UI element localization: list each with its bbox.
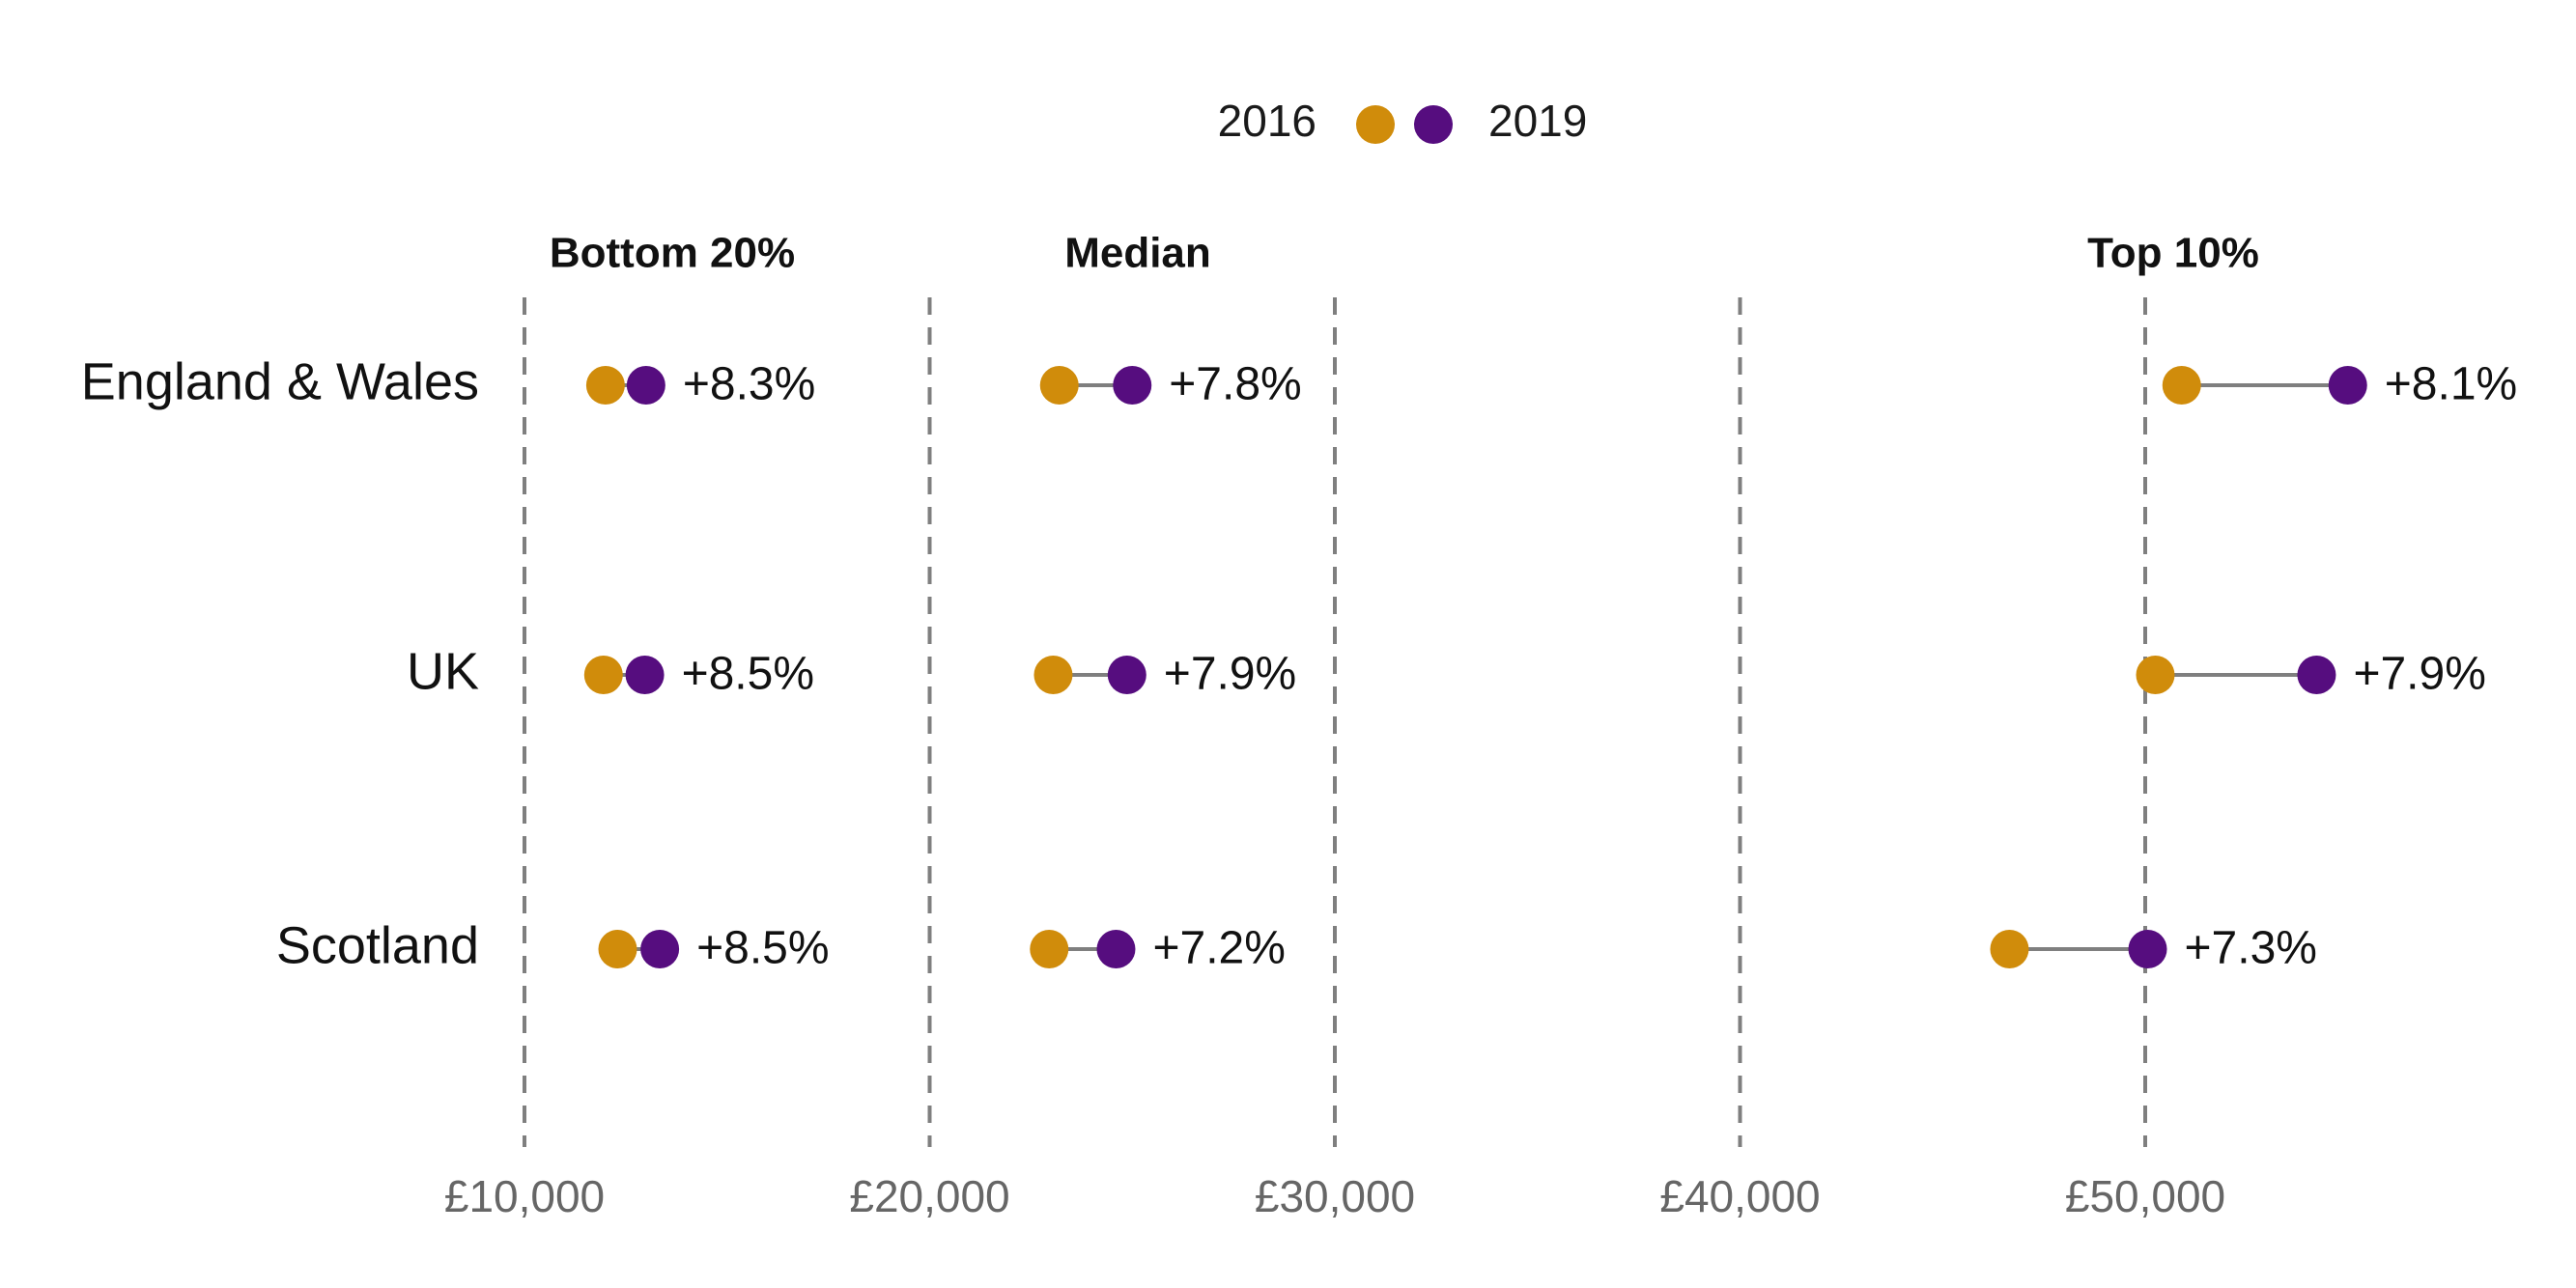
row-label-scotland: Scotland: [276, 916, 479, 974]
point-2016-bottom-20-scotland: [598, 930, 637, 968]
change-label-median-england-wales: +7.8%: [1169, 359, 1301, 410]
change-label-top-10-england-wales: +8.1%: [2385, 359, 2517, 410]
point-2016-bottom-20-uk: [583, 656, 623, 694]
x-tick-label: £10,000: [444, 1171, 605, 1221]
point-2019-bottom-20-england-wales: [626, 366, 665, 405]
x-tick-label: £40,000: [1659, 1171, 1820, 1221]
legend: 2016 2019: [1218, 96, 1588, 146]
point-2019-top-10-scotland: [2128, 930, 2167, 968]
group-titles: Bottom 20% Median Top 10%: [550, 230, 2259, 277]
point-2019-top-10-uk: [2297, 656, 2336, 694]
change-label-median-uk: +7.9%: [1164, 649, 1296, 700]
legend-marker-2016: [1356, 105, 1395, 144]
group-title-top-10: Top 10%: [2087, 230, 2259, 277]
point-2016-median-scotland: [1030, 930, 1069, 968]
legend-marker-2019: [1414, 105, 1453, 144]
point-2016-bottom-20-england-wales: [585, 366, 625, 405]
point-2016-median-uk: [1033, 656, 1073, 694]
point-2019-bottom-20-uk: [625, 656, 665, 694]
group-title-median: Median: [1064, 230, 1211, 277]
x-tick-label: £30,000: [1255, 1171, 1415, 1221]
x-tick-label: £50,000: [2065, 1171, 2225, 1221]
legend-label-2016: 2016: [1218, 96, 1316, 146]
point-2016-top-10-uk: [2136, 656, 2175, 694]
row-label-england-wales: England & Wales: [81, 352, 479, 410]
point-2016-top-10-england-wales: [2162, 366, 2201, 405]
point-2019-median-scotland: [1096, 930, 1136, 968]
category-labels: England & Wales UK Scotland: [81, 352, 479, 974]
group-title-bottom-20: Bottom 20%: [550, 230, 795, 277]
point-2016-median-england-wales: [1039, 366, 1079, 405]
x-axis-ticks: £10,000 £20,000 £30,000 £40,000 £50,000: [444, 1171, 2225, 1221]
x-tick-label: £20,000: [849, 1171, 1009, 1221]
legend-label-2019: 2019: [1488, 96, 1587, 146]
point-2019-median-uk: [1107, 656, 1146, 694]
change-label-bottom-20-scotland: +8.5%: [696, 923, 829, 974]
point-2019-top-10-england-wales: [2328, 366, 2367, 405]
change-label-bottom-20-uk: +8.5%: [682, 649, 814, 700]
gridlines: [523, 297, 2147, 1147]
point-2019-bottom-20-scotland: [640, 930, 680, 968]
change-label-bottom-20-england-wales: +8.3%: [683, 359, 815, 410]
row-label-uk: UK: [407, 642, 479, 700]
change-label-top-10-scotland: +7.3%: [2185, 923, 2317, 974]
point-2019-median-england-wales: [1113, 366, 1152, 405]
point-2016-top-10-scotland: [1990, 930, 2029, 968]
data-marks: +8.3% +8.5% +8.5% +7.8% +7.9% +7.2% +8.1% +7.9%…: [583, 359, 2517, 974]
change-label-top-10-uk: +7.9%: [2353, 649, 2485, 700]
change-label-median-scotland: +7.2%: [1152, 923, 1285, 974]
